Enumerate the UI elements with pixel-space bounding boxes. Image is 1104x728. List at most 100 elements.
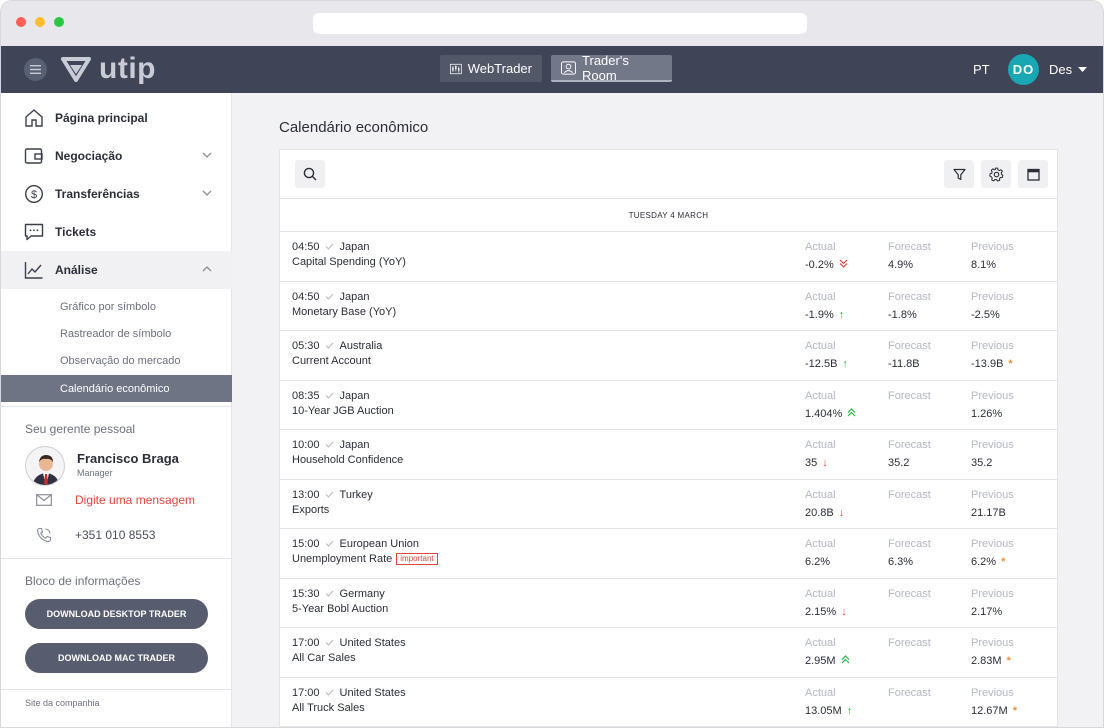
search-button[interactable]	[295, 160, 325, 188]
download-desktop-trader-button[interactable]: DOWNLOAD DESKTOP TRADER	[25, 599, 208, 629]
event-title-line: Capital Spending (YoY)	[292, 256, 406, 268]
webtrader-button[interactable]: WebTrader	[440, 55, 542, 82]
previous-label: Previous	[971, 290, 1014, 303]
previous-label: Previous	[971, 488, 1014, 501]
filter-button[interactable]	[944, 160, 974, 188]
divider	[1, 689, 232, 690]
event-row[interactable]: 10:00 Japan Household Confidence Actual Fore…	[280, 430, 1057, 480]
menu-button[interactable]	[24, 58, 47, 81]
event-country: Japan	[339, 439, 370, 451]
event-time: 04:50	[292, 290, 320, 303]
event-country: Australia	[339, 340, 383, 352]
sub-item-symbol-tracker[interactable]: Rastreador de símbolo	[60, 327, 172, 340]
event-time: 15:00	[292, 538, 320, 550]
previous-value: 8.1%	[971, 259, 997, 271]
user-avatar[interactable]: DO	[1008, 54, 1039, 85]
previous-value-cell: 2.17%	[971, 606, 1002, 618]
arrow-down-icon: ↓	[838, 506, 845, 519]
sidebar-item-label: Tickets	[55, 225, 97, 239]
checkmark-icon	[325, 342, 333, 349]
user-name[interactable]: Des	[1049, 62, 1073, 77]
company-site-link[interactable]: Site da companhia	[25, 698, 100, 708]
user-icon	[561, 60, 577, 75]
event-name: 10-Year JGB Auction	[292, 404, 394, 417]
sidebar-item-home[interactable]: Página principal	[1, 99, 232, 137]
logo-text: utip	[99, 52, 156, 85]
event-country: United States	[339, 686, 406, 699]
actual-value-cell: 20.8B ↓	[805, 507, 844, 519]
sub-item-symbol-chart[interactable]: Gráfico por símbolo	[60, 300, 156, 313]
checkmark-icon	[325, 441, 333, 448]
event-country: Japan	[339, 290, 370, 303]
event-time-line: 10:00 Japan	[292, 439, 370, 451]
sidebar: Página principal Negociação $ Transferên…	[1, 93, 232, 727]
app-header: utip WebTrader Trader's Room PT DO Des	[1, 46, 1103, 93]
phone-row[interactable]: +351 010 8553	[36, 527, 155, 543]
actual-value-cell: 1.404%	[805, 408, 856, 420]
checkmark-icon	[325, 243, 333, 250]
event-row[interactable]: 17:00 United States All Truck Sales Actual F…	[280, 678, 1057, 727]
checkmark-icon	[325, 689, 333, 696]
calendar-button[interactable]	[1018, 160, 1048, 188]
arrow-down-icon: ↓	[841, 605, 847, 618]
message-link[interactable]: Digite uma mensagem	[75, 493, 196, 507]
forecast-value-cell: 35.2	[888, 457, 909, 469]
sidebar-item-analysis[interactable]: Análise	[1, 251, 232, 289]
address-bar[interactable]	[313, 13, 807, 34]
event-title-line: Monetary Base (YoY)	[292, 306, 396, 318]
actual-value: 13.05M	[805, 704, 842, 717]
phone-number[interactable]: +351 010 8553	[75, 528, 156, 542]
sub-item-market-watch[interactable]: Observação do mercado	[60, 354, 181, 367]
message-row[interactable]: Digite uma mensagem	[36, 493, 195, 507]
phone-icon	[36, 527, 52, 543]
day-header: TUESDAY 4 MARCH	[280, 198, 1057, 232]
important-badge: important	[396, 553, 438, 565]
event-name: Unemployment Rate	[292, 553, 393, 565]
previous-value-cell: 1.26%	[971, 408, 1002, 420]
actual-label: Actual	[805, 637, 836, 649]
sidebar-item-tickets[interactable]: Tickets	[1, 213, 232, 251]
forecast-value-cell: -1.8%	[888, 309, 917, 321]
info-section-title: Bloco de informações	[25, 574, 141, 588]
settings-button[interactable]	[981, 160, 1011, 188]
event-time-line: 15:00 European Union	[292, 538, 419, 550]
forecast-value: -1.8%	[888, 308, 917, 321]
download-mac-trader-button[interactable]: DOWNLOAD MAC TRADER	[25, 643, 208, 673]
actual-value: -0.2%	[805, 259, 834, 271]
caret-down-icon[interactable]	[1078, 67, 1087, 73]
previous-label: Previous	[971, 686, 1014, 699]
event-time: 05:30	[292, 340, 320, 352]
sub-item-economic-calendar[interactable]: Calendário econômico	[1, 375, 232, 402]
event-row[interactable]: 04:50 Japan Monetary Base (YoY) Actual Forec…	[280, 282, 1057, 331]
event-name: All Car Sales	[292, 652, 356, 664]
previous-label: Previous	[971, 587, 1014, 600]
wallet-icon	[24, 148, 43, 164]
maximize-window-button[interactable]	[54, 17, 64, 27]
svg-text:$: $	[31, 189, 37, 201]
checkmark-icon	[325, 293, 333, 300]
traders-room-button[interactable]: Trader's Room	[551, 53, 672, 83]
sidebar-item-trading[interactable]: Negociação	[1, 137, 232, 175]
close-window-button[interactable]	[16, 17, 26, 27]
event-title-line: All Truck Sales	[292, 702, 365, 714]
minimize-window-button[interactable]	[35, 17, 45, 27]
event-title-line: All Car Sales	[292, 652, 356, 664]
event-row[interactable]: 15:00 European Union Unemployment Rate impo…	[280, 529, 1057, 579]
language-selector[interactable]: PT	[973, 62, 990, 77]
previous-value-cell: 21.17B	[971, 507, 1006, 519]
event-row[interactable]: 05:30 Australia Current Account Actual Forec…	[280, 331, 1057, 381]
event-row[interactable]: 17:00 United States All Car Sales Actual For…	[280, 628, 1057, 678]
event-row[interactable]: 13:00 Turkey Exports Actual Forecast Previous…	[280, 480, 1057, 529]
event-row[interactable]: 15:30 Germany 5-Year Bobl Auction Actual For…	[280, 579, 1057, 628]
utip-logo-icon	[61, 57, 91, 82]
previous-label: Previous	[971, 538, 1014, 550]
forecast-value-cell: -11.8B	[888, 358, 920, 370]
sidebar-item-label: Negociação	[55, 149, 123, 163]
event-country: European Union	[339, 538, 420, 550]
sidebar-item-transfers[interactable]: $ Transferências	[1, 175, 232, 213]
event-title-line: Exports	[292, 504, 329, 516]
logo[interactable]: utip	[61, 52, 156, 85]
event-row[interactable]: 08:35 Japan 10-Year JGB Auction Actual Forec…	[280, 381, 1057, 430]
actual-value: 2.95M	[805, 655, 836, 667]
event-row[interactable]: 04:50 Japan Capital Spending (YoY) Actual Fo…	[280, 232, 1057, 282]
